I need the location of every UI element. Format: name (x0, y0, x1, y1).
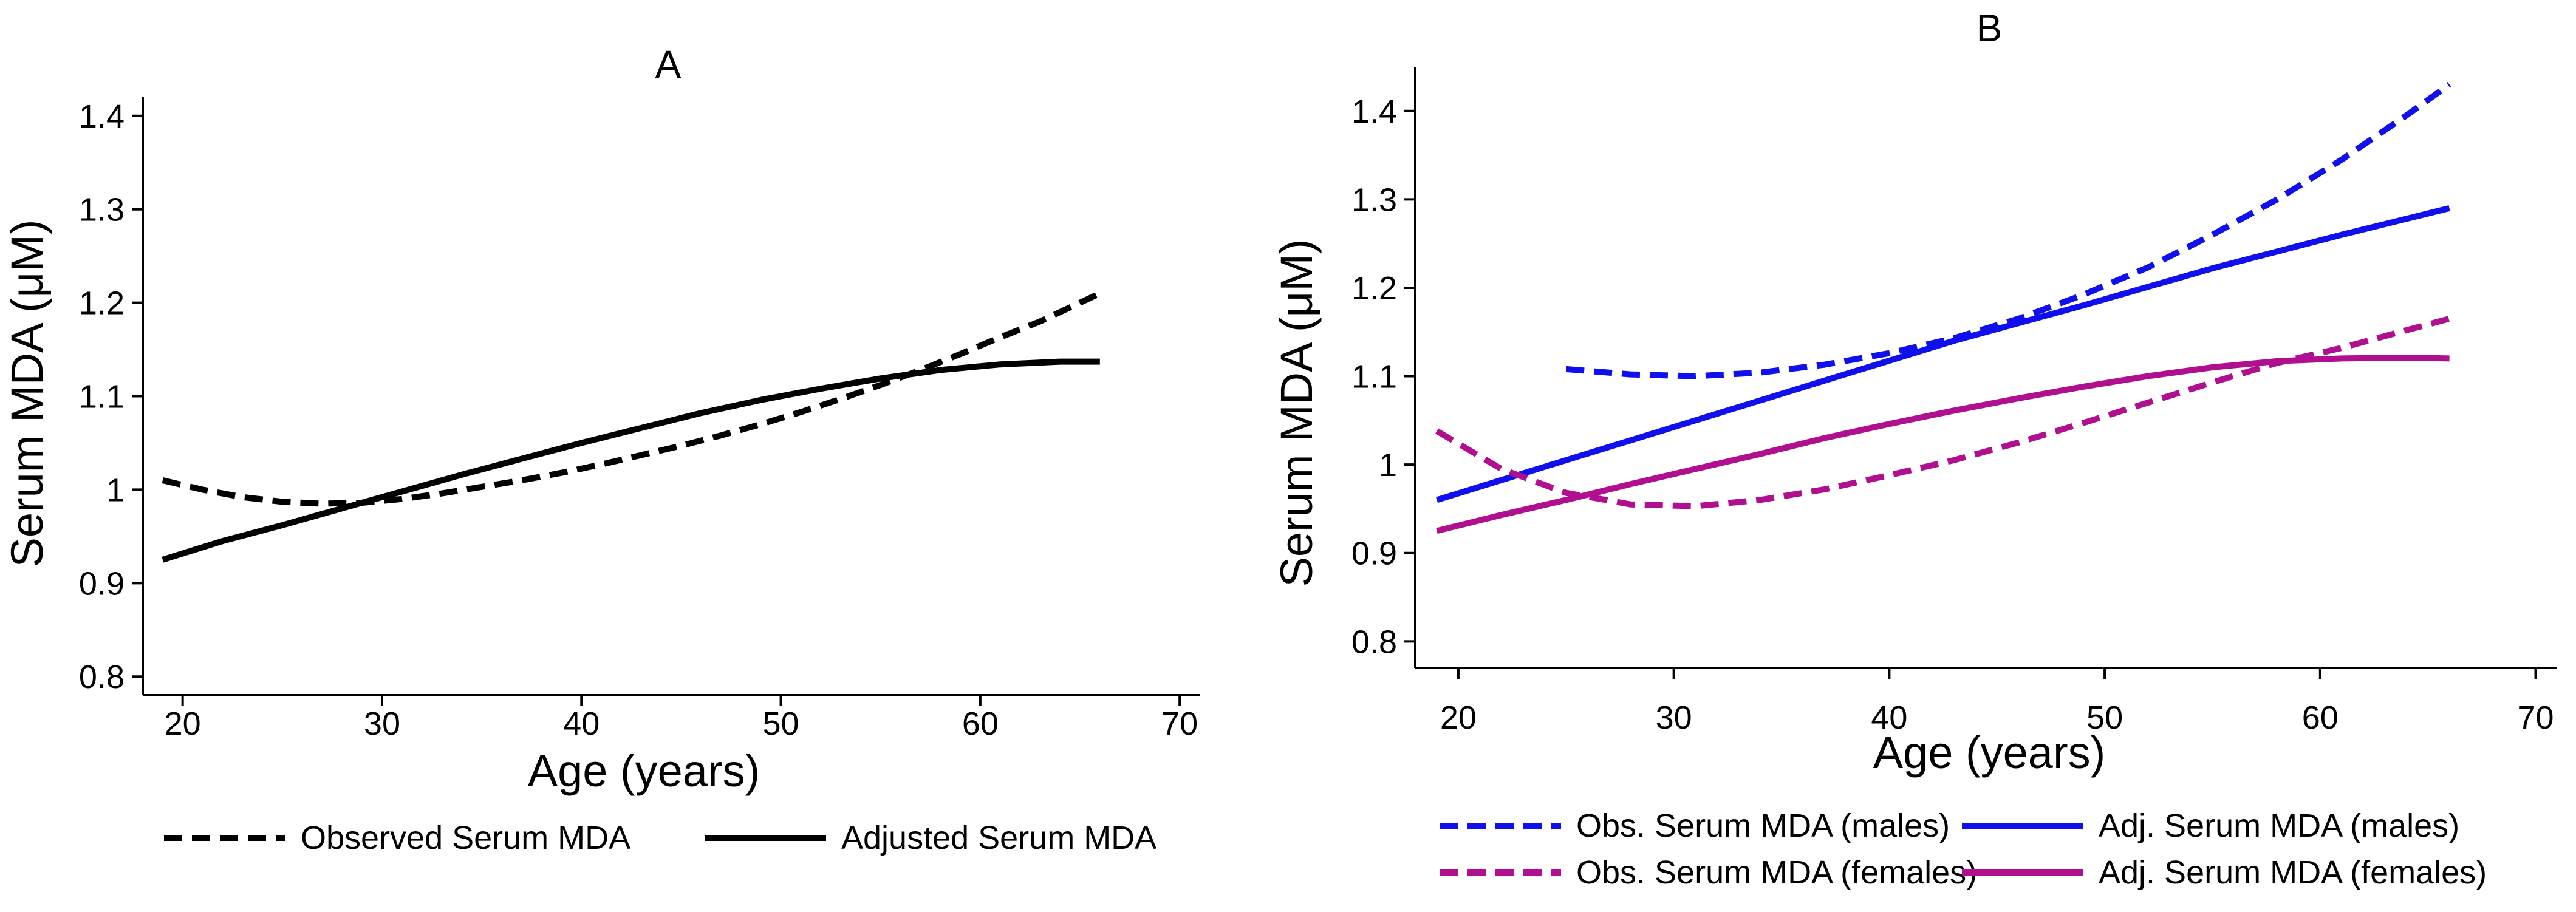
panel-a-x-tick-label: 60 (962, 706, 999, 742)
panel-b-legend: Obs. Serum MDA (males) Adj. Serum MDA (ma… (1440, 808, 2487, 891)
panel-a-xlabel: Age (years) (528, 746, 760, 796)
legend-label: Obs. Serum MDA (males) (1576, 808, 1950, 844)
series-line-adjusted-serum-mda (162, 358, 1100, 563)
panel-b: B Age (years) Serum MDA (μM) 0.8 0.9 1 1.1 1… (1271, 6, 2557, 891)
panel-a-y-tick-label: 1.3 (79, 192, 125, 228)
panel-a-x-tick-label: 50 (763, 706, 799, 742)
panel-a-y-tick-label: 1.1 (79, 379, 125, 415)
panel-a-x-tick-label: 70 (1161, 706, 1198, 742)
series-line-adj-serum-mda-females (1436, 355, 2450, 534)
panel-b-y-tick-label: 1.4 (1351, 94, 1397, 130)
panel-a-lines (162, 290, 1101, 563)
legend-label: Observed Serum MDA (301, 820, 630, 856)
panel-b-x-tick-label: 70 (2517, 699, 2554, 736)
panel-b-x-tick-label: 60 (2302, 699, 2339, 736)
panel-a-legend: Observed Serum MDA Adjusted Serum MDA (164, 820, 1156, 856)
panel-b-y-tick-label: 0.8 (1351, 624, 1397, 660)
panel-b-y-tick-label: 1.3 (1351, 182, 1397, 218)
panel-b-lines (1435, 82, 2451, 534)
panel-a-y-tick-label: 1 (106, 472, 125, 508)
panel-b-y-tick-label: 1.1 (1351, 359, 1397, 395)
panel-a-y-tick-label: 0.8 (79, 659, 125, 695)
panel-a-axes: 0.8 0.9 1 1.1 1.2 1.3 1.4 20 30 40 50 60 70 (79, 97, 1200, 742)
legend-label: Adj. Serum MDA (females) (2099, 854, 2487, 891)
panel-a-ylabel: Serum MDA (μM) (2, 220, 52, 568)
panel-a-x-tick-label: 40 (563, 706, 600, 742)
panel-b-ylabel: Serum MDA (μM) (1271, 239, 1322, 587)
panel-b-y-tick-label: 0.9 (1351, 536, 1397, 572)
legend-label: Adjusted Serum MDA (841, 820, 1156, 856)
panel-b-axes: 0.8 0.9 1 1.1 1.2 1.3 1.4 20 30 40 50 60 70 (1351, 67, 2557, 736)
panel-a-x-tick-label: 30 (364, 706, 400, 742)
panel-a-y-tick-label: 1.2 (79, 285, 125, 322)
panel-b-xlabel: Age (years) (1873, 727, 2105, 778)
panel-b-x-tick-label: 40 (1871, 699, 1907, 736)
series-line-observed-serum-mda (162, 290, 1101, 507)
panel-a-y-tick-label: 1.4 (79, 98, 125, 135)
series-line-obs-serum-mda-males (1565, 82, 2451, 379)
panel-b-x-tick-label: 30 (1656, 699, 1692, 736)
panel-a: A Age (years) Serum MDA (μM) 0.8 0.9 1 1.1 1… (2, 43, 1200, 856)
panel-b-y-tick-label: 1 (1379, 447, 1397, 483)
legend-label: Obs. Serum MDA (females) (1576, 854, 1977, 891)
panel-a-title: A (655, 43, 682, 86)
panel-b-title: B (1976, 6, 2003, 50)
panel-b-y-tick-label: 1.2 (1351, 270, 1397, 307)
panel-a-x-tick-label: 20 (165, 706, 201, 742)
panel-a-y-tick-label: 0.9 (79, 565, 125, 602)
series-line-adj-serum-mda-males (1436, 205, 2450, 503)
panel-b-x-tick-label: 50 (2086, 699, 2123, 736)
legend-label: Adj. Serum MDA (males) (2099, 808, 2459, 844)
panel-b-x-tick-label: 20 (1440, 699, 1477, 736)
